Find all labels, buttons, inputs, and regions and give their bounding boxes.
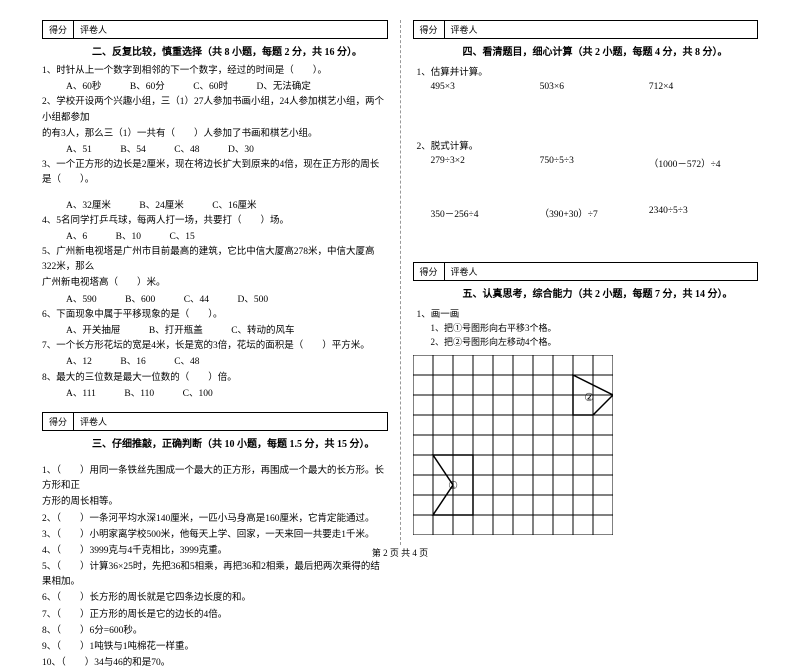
- s4-sub2: 2、脱式计算。: [417, 138, 759, 152]
- score-box-4: 得分 评卷人: [413, 20, 759, 39]
- q2-2-opts: A、51 B、54 C、48 D、30: [66, 143, 388, 158]
- q3-8: 8、（ ）6分=600秒。: [42, 624, 388, 639]
- section-3-title: 三、仔细推敲，正确判断（共 10 小题，每题 1.5 分，共 15 分）。: [92, 435, 388, 450]
- section-2-title: 二、反复比较，慎重选择（共 8 小题，每题 2 分，共 16 分）。: [92, 43, 388, 58]
- s5-sub1: 1、画一画: [417, 306, 759, 320]
- calc-row-2: 279÷3×2 750÷5÷3 （1000－572）÷4: [431, 156, 759, 170]
- q2-3: 3、一个正方形的边长是2厘米，现在将边长扩大到原来的4倍，现在正方形的周长是（ …: [42, 158, 388, 188]
- right-column: 得分 评卷人 四、看清题目，细心计算（共 2 小题，每题 4 分，共 8 分）。…: [401, 20, 771, 545]
- q2-7-opts: A、12 B、16 C、48: [66, 355, 388, 370]
- grid-svg: ①②: [413, 355, 613, 535]
- q3-9: 9、（ ）1吨铁与1吨棉花一样重。: [42, 640, 388, 655]
- q2-5b: 广州新电视塔高（ ）米。: [42, 276, 388, 291]
- s4-sub1: 1、估算并计算。: [417, 64, 759, 78]
- calc: 712×4: [649, 82, 758, 92]
- marker-label: 评卷人: [74, 21, 113, 38]
- q3-7: 7、（ ）正方形的周长是它的边长的4倍。: [42, 608, 388, 623]
- calc: （390+30）÷7: [540, 206, 649, 220]
- calc: （1000－572）÷4: [649, 156, 758, 170]
- q3-3: 3、（ ）小明家离学校500米，他每天上学、回家，一天来回一共要走1千米。: [42, 528, 388, 543]
- q2-4-opts: A、6 B、10 C、15: [66, 230, 388, 245]
- page-footer: 第 2 页 共 4 页: [0, 546, 800, 559]
- score-label: 得分: [43, 21, 74, 38]
- q3-1b: 方形的周长相等。: [42, 495, 388, 510]
- s5-i1: 1、把①号图形向右平移3个格。: [431, 322, 759, 336]
- score-label: 得分: [414, 263, 445, 280]
- calc: 495×3: [431, 82, 540, 92]
- score-box-2: 得分 评卷人: [42, 20, 388, 39]
- left-column: 得分 评卷人 二、反复比较，慎重选择（共 8 小题，每题 2 分，共 16 分）…: [30, 20, 401, 545]
- score-label: 得分: [414, 21, 445, 38]
- q2-1: 1、时针从上一个数字到相邻的下一个数字，经过的时间是（ ）。: [42, 64, 388, 79]
- q2-2b: 的有3人，那么三（1）一共有（ ）人参加了书画和棋艺小组。: [42, 127, 388, 142]
- q2-2a: 2、学校开设两个兴趣小组，三（1）27人参加书画小组，24人参加棋艺小组，两个小…: [42, 95, 388, 125]
- q2-8-opts: A、111 B、110 C、100: [66, 387, 388, 402]
- q2-1-opts: A、60秒 B、60分 C、60时 D、无法确定: [66, 80, 388, 95]
- score-box-3: 得分 评卷人: [42, 412, 388, 431]
- q2-6-opts: A、开关抽屉 B、打开瓶盖 C、转动的风车: [66, 324, 388, 339]
- q2-3-opts: A、32厘米 B、24厘米 C、16厘米: [66, 199, 388, 214]
- q2-4: 4、5名同学打乒乓球，每两人打一场，共要打（ ）场。: [42, 214, 388, 229]
- calc: 350－256÷4: [431, 206, 540, 220]
- calc-row-3: 350－256÷4 （390+30）÷7 2340÷5÷3: [431, 206, 759, 220]
- q2-8: 8、最大的三位数是最大一位数的（ ）倍。: [42, 371, 388, 386]
- marker-label: 评卷人: [445, 263, 484, 280]
- svg-text:②: ②: [584, 392, 594, 404]
- spacer: [42, 190, 388, 198]
- section-4-title: 四、看清题目，细心计算（共 2 小题，每题 4 分，共 8 分）。: [463, 43, 759, 58]
- calc: 503×6: [540, 82, 649, 92]
- calc: 279÷3×2: [431, 156, 540, 170]
- calc-row-1: 495×3 503×6 712×4: [431, 82, 759, 92]
- q3-10: 10、（ ）34与46的和是70。: [42, 656, 388, 671]
- calc: 2340÷5÷3: [649, 206, 758, 220]
- marker-label: 评卷人: [74, 413, 113, 430]
- score-label: 得分: [43, 413, 74, 430]
- section-5-title: 五、认真思考，综合能力（共 2 小题，每题 7 分，共 14 分）。: [463, 285, 759, 300]
- q2-5-opts: A、590 B、600 C、44 D、500: [66, 293, 388, 308]
- q2-6: 6、下面现象中属于平移现象的是（ ）。: [42, 308, 388, 323]
- q2-7: 7、一个长方形花坛的宽是4米，长是宽的3倍，花坛的面积是（ ）平方米。: [42, 339, 388, 354]
- calc: 750÷5÷3: [540, 156, 649, 170]
- grid-diagram: ①②: [413, 355, 613, 535]
- s5-i2: 2、把②号图形向左移动4个格。: [431, 336, 759, 350]
- score-box-5: 得分 评卷人: [413, 262, 759, 281]
- svg-text:①: ①: [448, 480, 458, 492]
- q3-1a: 1、（ ）用同一条铁丝先围成一个最大的正方形，再围成一个最大的长方形。长方形和正: [42, 464, 388, 494]
- q3-6: 6、（ ）长方形的周长就是它四条边长度的和。: [42, 591, 388, 606]
- marker-label: 评卷人: [445, 21, 484, 38]
- q3-2: 2、（ ）一条河平均水深140厘米，一匹小马身高是160厘米，它肯定能通过。: [42, 512, 388, 527]
- q2-5a: 5、广州新电视塔是广州市目前最高的建筑，它比中信大厦高278米，中信大厦高322…: [42, 245, 388, 275]
